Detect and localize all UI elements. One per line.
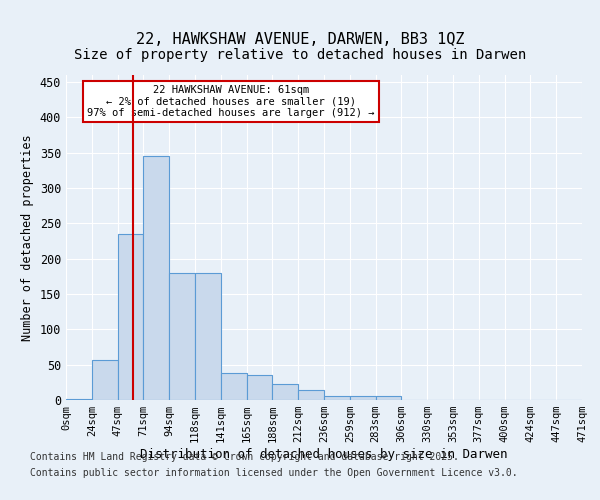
Bar — [143, 156, 169, 400]
Bar — [118, 234, 143, 400]
Text: Contains public sector information licensed under the Open Government Licence v3: Contains public sector information licen… — [30, 468, 518, 477]
Bar — [324, 396, 350, 400]
Bar — [221, 373, 247, 400]
Bar — [247, 376, 272, 400]
Bar — [350, 396, 376, 400]
Bar — [298, 390, 324, 400]
X-axis label: Distribution of detached houses by size in Darwen: Distribution of detached houses by size … — [140, 448, 508, 461]
Bar — [92, 360, 118, 400]
Y-axis label: Number of detached properties: Number of detached properties — [21, 134, 34, 341]
Text: 22, HAWKSHAW AVENUE, DARWEN, BB3 1QZ: 22, HAWKSHAW AVENUE, DARWEN, BB3 1QZ — [136, 32, 464, 48]
Text: 22 HAWKSHAW AVENUE: 61sqm
← 2% of detached houses are smaller (19)
97% of semi-d: 22 HAWKSHAW AVENUE: 61sqm ← 2% of detach… — [88, 84, 375, 118]
Text: Contains HM Land Registry data © Crown copyright and database right 2025.: Contains HM Land Registry data © Crown c… — [30, 452, 459, 462]
Bar — [195, 273, 221, 400]
Bar — [66, 398, 92, 400]
Bar — [272, 384, 298, 400]
Text: Size of property relative to detached houses in Darwen: Size of property relative to detached ho… — [74, 48, 526, 62]
Bar — [376, 396, 401, 400]
Bar — [169, 273, 195, 400]
